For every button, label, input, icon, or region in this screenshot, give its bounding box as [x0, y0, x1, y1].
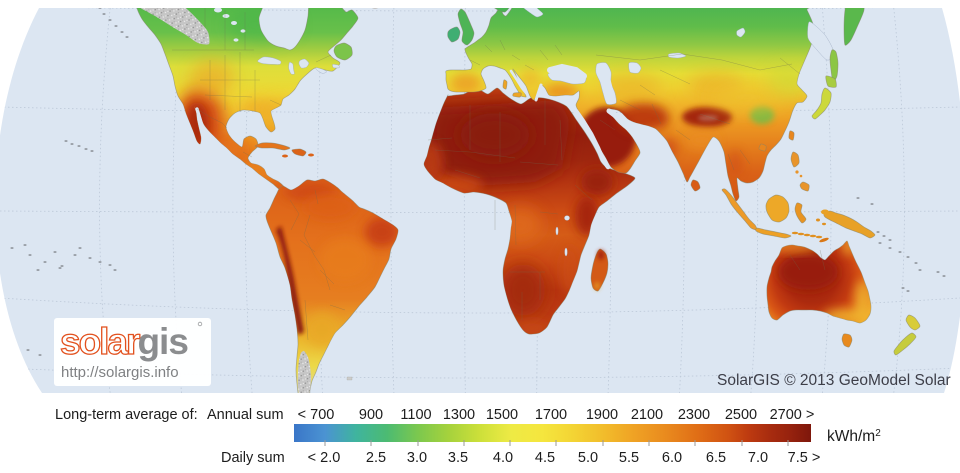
svg-text:4.0: 4.0: [493, 450, 513, 466]
svg-text:3.5: 3.5: [448, 450, 468, 466]
svg-text:< 2.0: < 2.0: [308, 450, 341, 466]
svg-text:2300: 2300: [678, 407, 710, 423]
svg-text:5.0: 5.0: [578, 450, 598, 466]
svg-text:7.0: 7.0: [748, 450, 768, 466]
svg-text:5.5: 5.5: [619, 450, 639, 466]
svg-text:1100: 1100: [400, 407, 431, 423]
svg-text:3.0: 3.0: [407, 450, 427, 466]
svg-text:2500: 2500: [725, 407, 757, 423]
svg-text:SolarGIS © 2013 GeoModel Solar: SolarGIS © 2013 GeoModel Solar: [717, 372, 951, 389]
svg-text:6.0: 6.0: [662, 450, 682, 466]
svg-text:kWh/m2: kWh/m2: [827, 428, 881, 445]
svg-text:Annual sum: Annual sum: [207, 407, 284, 423]
svg-text:< 700: < 700: [298, 407, 335, 423]
svg-text:1900: 1900: [586, 407, 618, 423]
svg-text:2100: 2100: [631, 407, 663, 423]
svg-text:2700 >: 2700 >: [770, 407, 815, 423]
svg-text:1500: 1500: [486, 407, 518, 423]
svg-text:1700: 1700: [535, 407, 567, 423]
svg-text:4.5: 4.5: [535, 450, 555, 466]
svg-text:http://solargis.info: http://solargis.info: [61, 364, 179, 381]
svg-text:900: 900: [359, 407, 383, 423]
svg-text:2.5: 2.5: [366, 450, 386, 466]
svg-text:Long-term average of:: Long-term average of:: [55, 407, 198, 423]
svg-text:7.5 >: 7.5 >: [788, 450, 821, 466]
svg-text:6.5: 6.5: [706, 450, 726, 466]
svg-text:1300: 1300: [443, 407, 475, 423]
svg-text:Daily sum: Daily sum: [221, 450, 285, 466]
svg-text:solargis: solargis: [60, 321, 188, 362]
